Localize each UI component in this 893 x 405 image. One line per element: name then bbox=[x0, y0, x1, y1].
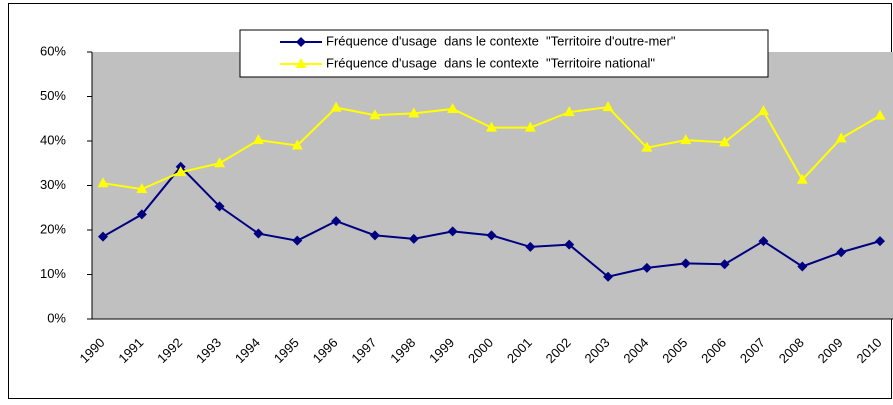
marker bbox=[369, 109, 381, 120]
marker bbox=[97, 177, 109, 188]
marker bbox=[836, 247, 847, 258]
legend-marker bbox=[295, 58, 307, 68]
marker bbox=[719, 259, 730, 270]
marker bbox=[408, 233, 419, 244]
marker bbox=[641, 262, 652, 273]
marker bbox=[874, 109, 886, 120]
marker bbox=[602, 101, 614, 112]
marker bbox=[214, 157, 226, 168]
marker bbox=[214, 201, 225, 212]
legend-marker bbox=[296, 37, 306, 47]
marker bbox=[719, 136, 731, 147]
legend-label: Fréquence d'usage dans le contexte "Terr… bbox=[326, 55, 655, 70]
y-tick-label: 10% bbox=[40, 266, 66, 281]
y-tick-label: 50% bbox=[40, 88, 66, 103]
marker bbox=[835, 132, 847, 143]
marker bbox=[797, 261, 808, 272]
marker bbox=[563, 106, 575, 117]
marker bbox=[136, 209, 147, 220]
marker bbox=[330, 101, 342, 112]
marker bbox=[641, 141, 653, 152]
marker bbox=[98, 231, 108, 242]
y-tick-label: 40% bbox=[40, 132, 66, 147]
marker bbox=[486, 230, 497, 241]
marker bbox=[524, 121, 536, 132]
marker bbox=[447, 226, 458, 237]
marker bbox=[291, 139, 303, 150]
marker bbox=[680, 258, 691, 269]
marker bbox=[603, 271, 614, 282]
marker bbox=[525, 241, 536, 252]
plot-area bbox=[92, 52, 893, 319]
marker bbox=[486, 121, 497, 132]
marker bbox=[758, 236, 769, 247]
marker bbox=[564, 239, 575, 250]
marker bbox=[175, 166, 187, 177]
marker bbox=[369, 230, 380, 241]
y-tick-label: 60% bbox=[40, 43, 66, 58]
y-tick-label: 30% bbox=[40, 177, 66, 192]
legend-box bbox=[239, 29, 769, 78]
legend-label: Fréquence d'usage dans le contexte "Terr… bbox=[326, 33, 676, 48]
marker bbox=[292, 235, 303, 246]
marker bbox=[447, 102, 459, 113]
marker bbox=[136, 183, 148, 194]
marker bbox=[331, 216, 342, 227]
marker bbox=[252, 134, 264, 145]
marker bbox=[875, 236, 885, 247]
marker bbox=[796, 173, 808, 184]
y-tick-label: 0% bbox=[47, 310, 66, 325]
y-tick-label: 20% bbox=[40, 221, 66, 236]
marker bbox=[757, 105, 769, 116]
marker bbox=[253, 228, 264, 239]
marker bbox=[680, 134, 692, 145]
marker bbox=[408, 107, 420, 118]
